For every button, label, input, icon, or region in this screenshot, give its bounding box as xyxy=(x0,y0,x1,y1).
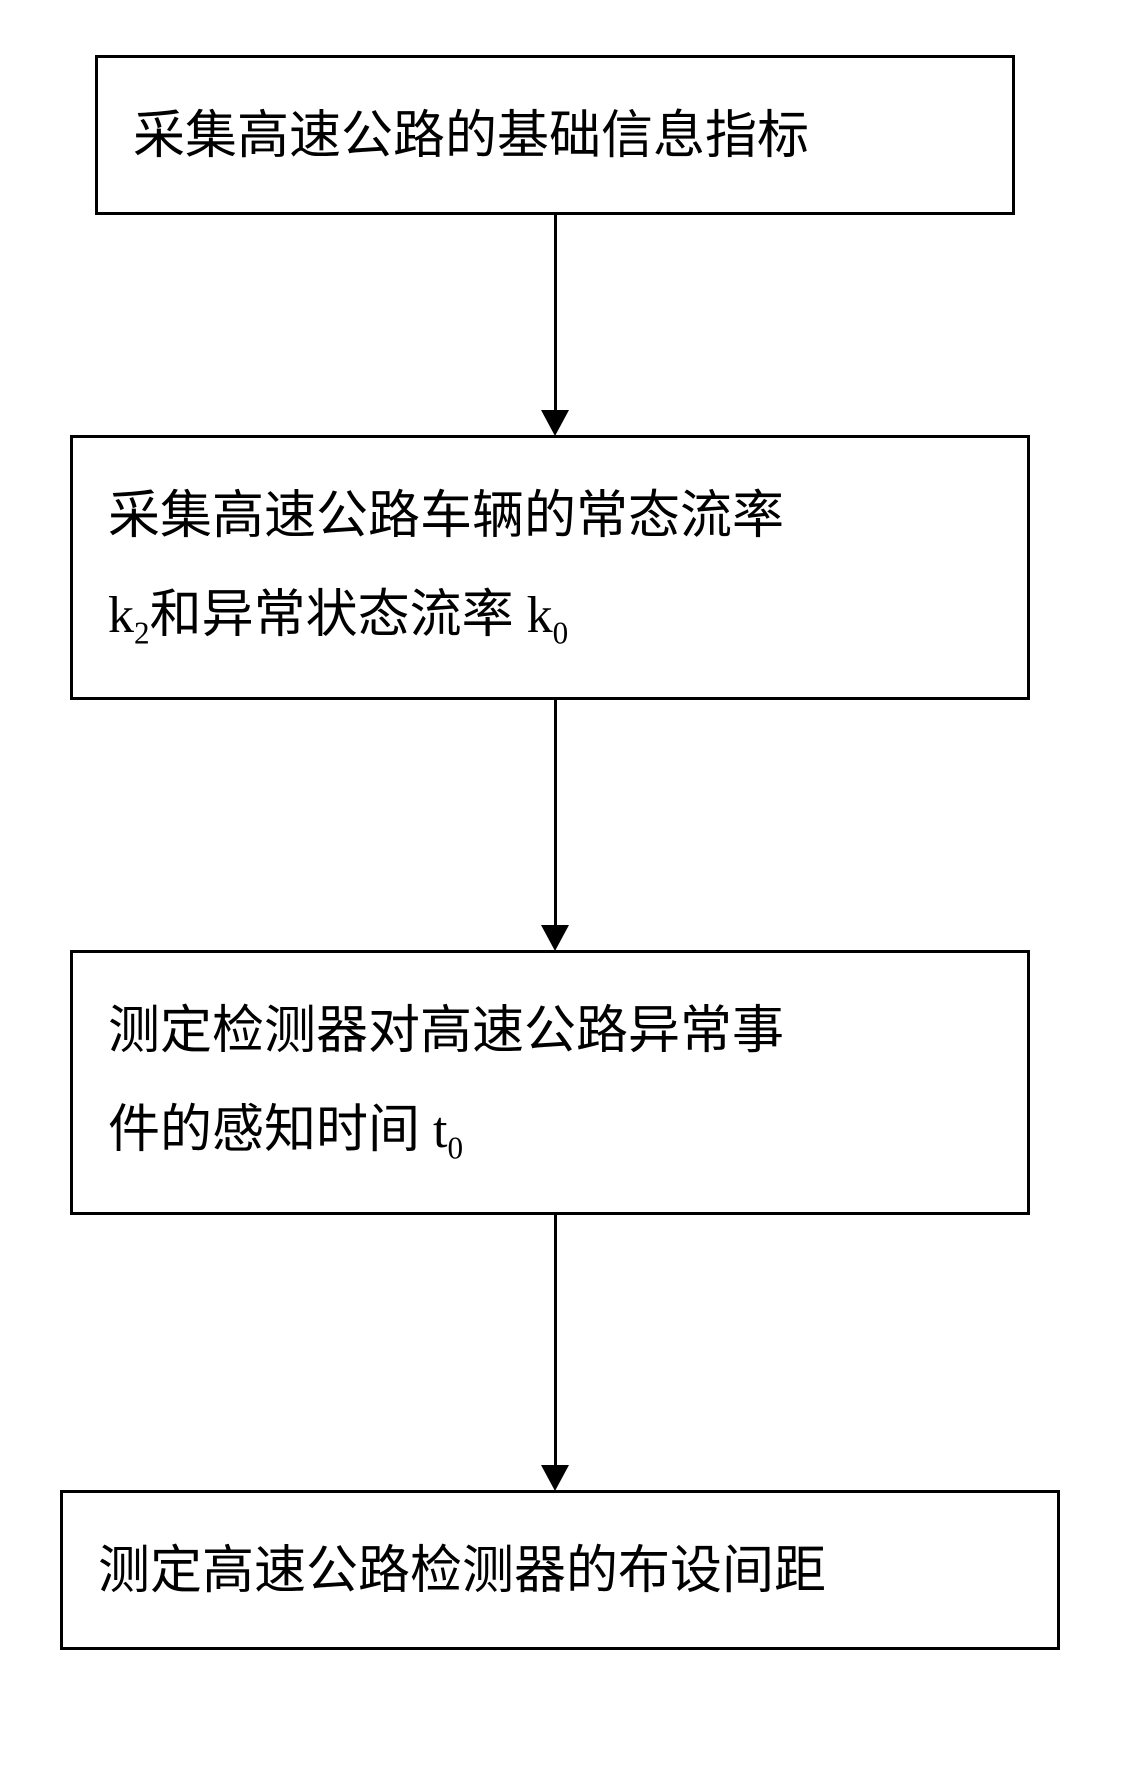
arrow-3-head xyxy=(541,1465,569,1491)
arrow-3-line xyxy=(554,1215,557,1465)
step-2-k2-prefix: k xyxy=(108,587,134,644)
flowchart-container: 采集高速公路的基础信息指标 采集高速公路车辆的常态流率 k2和异常状态流率 k0… xyxy=(0,0,1137,1772)
step-2-text: 采集高速公路车辆的常态流率 k2和异常状态流率 k0 xyxy=(108,468,992,666)
step-3-text: 测定检测器对高速公路异常事 件的感知时间 t0 xyxy=(108,983,992,1181)
flowchart-step-1: 采集高速公路的基础信息指标 xyxy=(95,55,1015,215)
step-3-prefix: 件的感知时间 t xyxy=(108,1102,447,1159)
step-2-sub1: 2 xyxy=(134,615,150,650)
arrow-1 xyxy=(541,215,569,436)
step-2-line1: 采集高速公路车辆的常态流率 xyxy=(108,488,784,545)
step-3-sub1: 0 xyxy=(447,1130,463,1165)
arrow-1-line xyxy=(554,215,557,410)
arrow-2-line xyxy=(554,700,557,925)
arrow-2 xyxy=(541,700,569,951)
flowchart-step-4: 测定高速公路检测器的布设间距 xyxy=(60,1490,1060,1650)
arrow-3 xyxy=(541,1215,569,1491)
step-4-text: 测定高速公路检测器的布设间距 xyxy=(98,1523,1022,1622)
step-3-line1: 测定检测器对高速公路异常事 xyxy=(108,1003,784,1060)
step-1-text: 采集高速公路的基础信息指标 xyxy=(133,88,977,187)
step-2-sub2: 0 xyxy=(553,615,569,650)
flowchart-step-2: 采集高速公路车辆的常态流率 k2和异常状态流率 k0 xyxy=(70,435,1030,700)
flowchart-step-3: 测定检测器对高速公路异常事 件的感知时间 t0 xyxy=(70,950,1030,1215)
step-2-mid: 和异常状态流率 k xyxy=(150,587,553,644)
arrow-2-head xyxy=(541,925,569,951)
arrow-1-head xyxy=(541,410,569,436)
